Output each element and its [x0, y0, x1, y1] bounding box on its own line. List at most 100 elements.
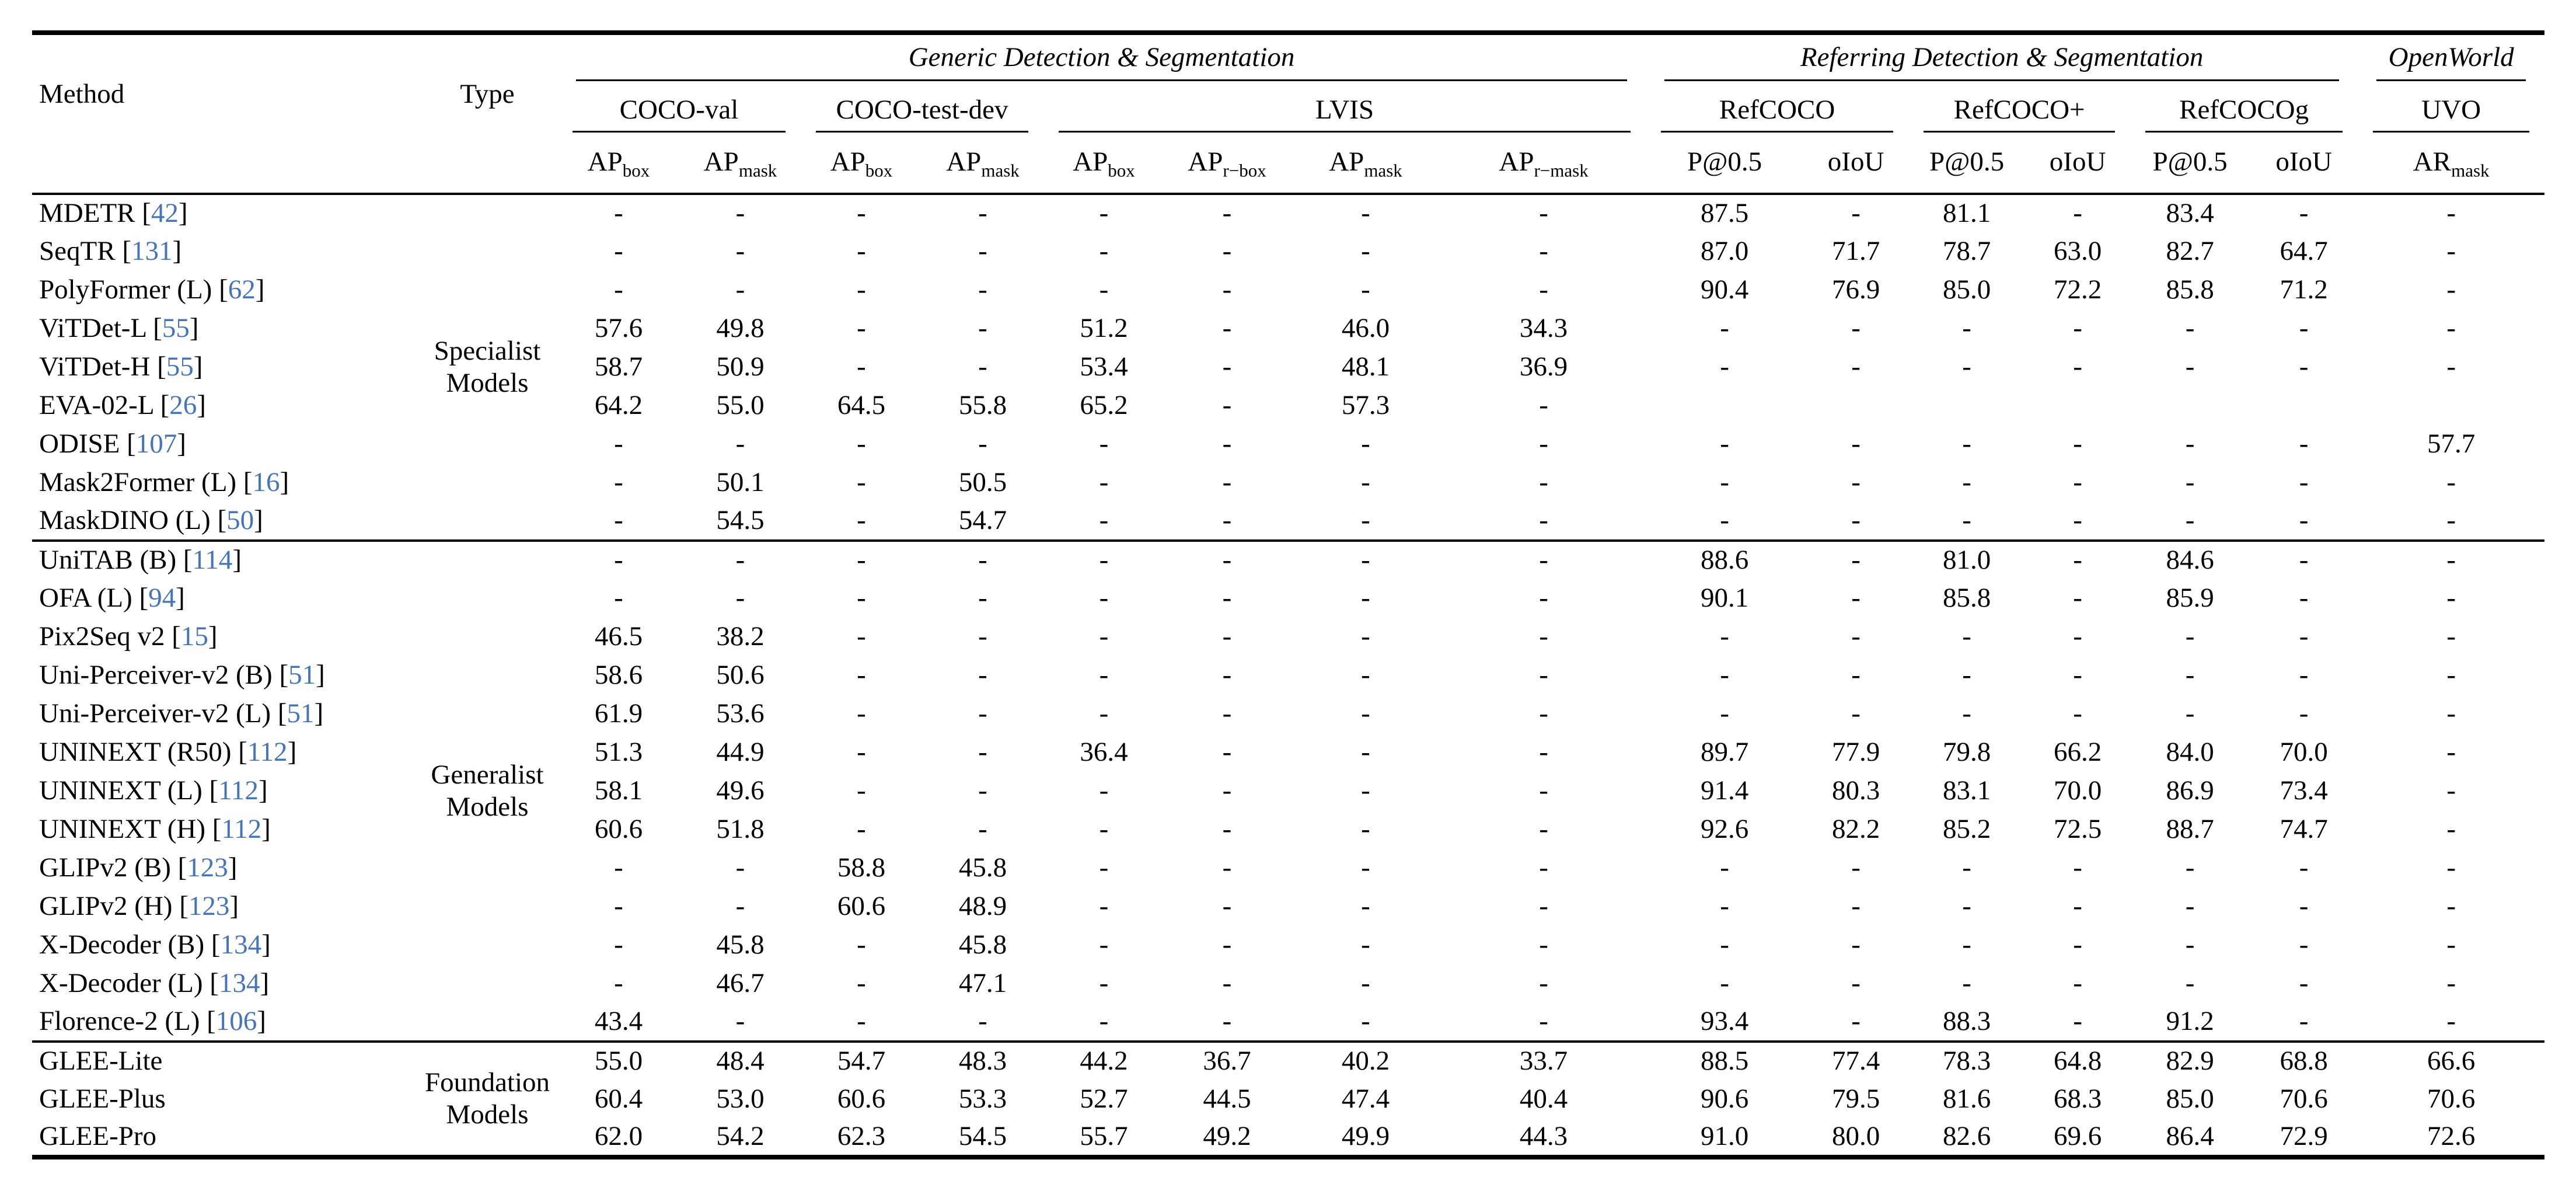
citation-link[interactable]: 16: [252, 467, 280, 498]
metric-label: AP: [946, 147, 982, 177]
method-name: GLEE-Plus: [39, 1084, 166, 1115]
value-cell: -: [1962, 852, 1971, 883]
value-cell: -: [2185, 313, 2195, 344]
citation-link[interactable]: 50: [226, 505, 254, 536]
value-cell: 49.9: [1341, 1121, 1390, 1152]
value-cell: -: [1361, 775, 1370, 806]
value-cell: -: [2073, 621, 2082, 652]
method-name: Mask2Former (L): [39, 467, 237, 498]
group-header-generic: Generic Detection & Segmentation: [557, 33, 1646, 84]
citation-link[interactable]: 55: [166, 351, 194, 382]
method-cell: Uni-Perceiver-v2 (L) [51]: [39, 698, 324, 729]
value-cell: -: [2446, 660, 2456, 691]
value-cell: 82.9: [2130, 1040, 2250, 1080]
citation-link[interactable]: 106: [215, 1006, 257, 1037]
value-cell: -: [1720, 929, 1729, 960]
citation-link[interactable]: 123: [187, 852, 228, 883]
value-cell: -: [2185, 660, 2195, 691]
value-cell: 58.7: [594, 351, 643, 382]
value-cell: -: [2299, 698, 2309, 729]
metric-header: ARmask: [2358, 140, 2545, 195]
value-cell: -: [1720, 505, 1729, 536]
citation-link[interactable]: 107: [135, 429, 177, 459]
value-cell: -: [614, 198, 623, 229]
citation-link[interactable]: 112: [247, 737, 288, 768]
value-cell: -: [978, 583, 987, 614]
value-cell: -: [2185, 968, 2195, 999]
citation-link[interactable]: 51: [288, 660, 316, 691]
value-cell: -: [1441, 539, 1646, 579]
value-cell: -: [1361, 429, 1370, 459]
type-column-header: Type: [417, 33, 557, 195]
citation-link[interactable]: 94: [148, 583, 176, 614]
citation-link[interactable]: 112: [221, 814, 262, 845]
value-cell: -: [2250, 539, 2358, 579]
citation-link[interactable]: 134: [218, 968, 260, 999]
group-header-generic-label: Generic Detection & Segmentation: [908, 41, 1295, 72]
citation-link[interactable]: 112: [218, 775, 259, 806]
value-cell: 85.8: [1942, 583, 1991, 614]
value-cell: 46.7: [716, 968, 765, 999]
value-cell: -: [2073, 313, 2082, 344]
value-cell: -: [857, 660, 866, 691]
value-cell: -: [978, 429, 987, 459]
value-cell: -: [1851, 198, 1861, 229]
value-cell: -: [2446, 698, 2456, 729]
value-cell: -: [2446, 236, 2456, 267]
value-cell: 50.9: [716, 351, 765, 382]
value-cell: -: [1851, 660, 1861, 691]
metric-header: P@0.5: [2130, 140, 2250, 195]
method-name: UNINEXT (L): [39, 775, 203, 806]
citation-link[interactable]: 15: [180, 621, 208, 652]
table-row: ViTDet-H [55] 58.7 50.9 - - 53.4 - 48.1 36.9 - - - -…: [32, 348, 2544, 386]
value-cell: 85.9: [2166, 583, 2214, 614]
citation-link[interactable]: 26: [169, 390, 197, 421]
value-cell: 58.6: [594, 660, 643, 691]
value-cell: [1908, 386, 2025, 425]
value-cell: -: [978, 775, 987, 806]
table-row: EVA-02-L [26] 64.2 55.0 64.5 55.8 65.2 - 57.3 -: [32, 386, 2544, 425]
value-cell: -: [2299, 968, 2309, 999]
value-cell: 88.3: [1942, 1006, 1991, 1037]
value-cell: 55.8: [958, 390, 1007, 421]
value-cell: -: [1222, 505, 1232, 536]
citation-link[interactable]: 55: [162, 313, 190, 344]
citation-link[interactable]: 114: [192, 545, 233, 576]
value-cell: -: [978, 660, 987, 691]
table-row: Uni-Perceiver-v2 (L) [51] 61.9 53.6 - - - - - - -…: [32, 695, 2544, 733]
metric-header-row: APbox APmask APbox APmask APbox APr−box APmask…: [32, 140, 2545, 195]
metric-subscript: box: [622, 160, 650, 181]
value-cell: 54.7: [801, 1040, 922, 1080]
table-row: GLIPv2 (H) [123] - - 60.6 48.9 - - - - - - - - - - -: [32, 887, 2544, 926]
type-cell: Foundation Models: [417, 1040, 557, 1157]
method-cell: GLEE-Pro: [32, 1119, 417, 1157]
citation-link[interactable]: 51: [287, 698, 315, 729]
value-cell: 48.4: [680, 1040, 801, 1080]
citation-link[interactable]: 42: [151, 198, 179, 229]
metric-subscript: mask: [981, 160, 1020, 181]
value-cell: -: [1099, 968, 1109, 999]
value-cell: -: [1361, 198, 1370, 229]
citation-link[interactable]: 134: [220, 929, 262, 960]
value-cell: 45.8: [958, 929, 1007, 960]
citation-link[interactable]: 131: [131, 236, 173, 267]
value-cell: 50.6: [716, 660, 765, 691]
type-cell: Specialist Models: [434, 335, 541, 398]
metric-label: AP: [1188, 147, 1223, 177]
dataset-label: COCO-val: [619, 94, 739, 125]
value-cell: 88.7: [2166, 814, 2214, 845]
value-cell: 82.2: [1831, 814, 1880, 845]
value-cell: -: [1803, 539, 1909, 579]
metric-label: AR: [2413, 147, 2452, 177]
citation-link[interactable]: 123: [188, 891, 230, 922]
value-cell: -: [614, 968, 623, 999]
metric-header: P@0.5: [1908, 140, 2026, 195]
value-cell: 70.0: [2053, 775, 2102, 806]
value-cell: -: [1222, 390, 1232, 421]
citation-link[interactable]: 62: [228, 274, 256, 305]
value-cell: -: [2446, 891, 2456, 922]
method-name: UniTAB (B): [39, 545, 177, 576]
method-name: GLIPv2 (H): [39, 891, 173, 922]
value-cell: 71.2: [2280, 274, 2328, 305]
value-cell: 48.3: [922, 1040, 1043, 1080]
